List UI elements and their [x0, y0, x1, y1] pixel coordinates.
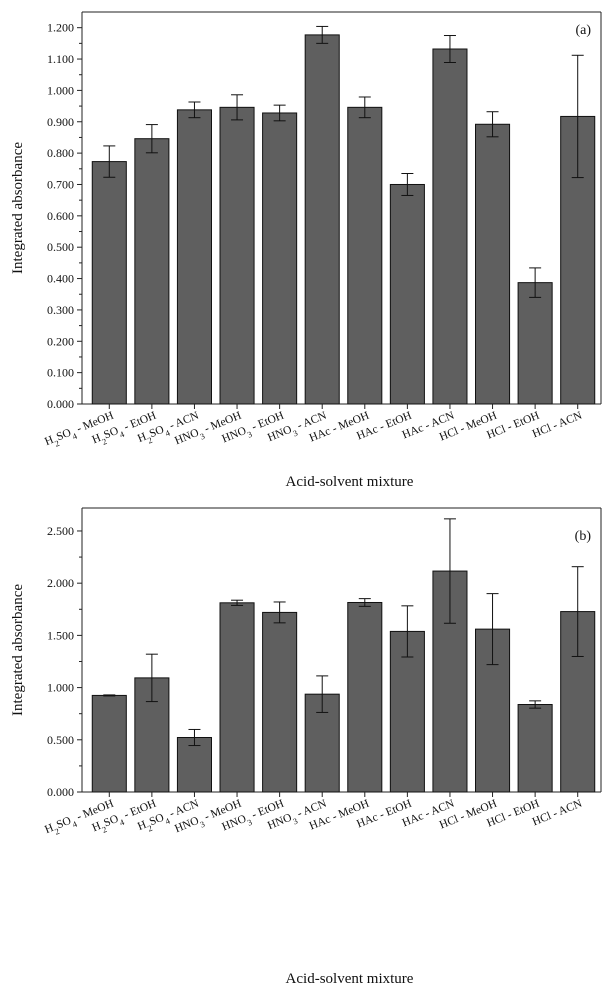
- bar: [176, 109, 212, 405]
- y-tick-label: 1.000: [47, 83, 74, 97]
- bar: [219, 106, 255, 405]
- y-tick-label: 1.500: [47, 628, 74, 642]
- y-tick-label: 0.800: [47, 146, 74, 160]
- y-tick-label: 1.100: [47, 52, 74, 66]
- x-axis-title: Acid-solvent mixture: [286, 474, 414, 490]
- y-tick-label: 2.500: [47, 524, 74, 538]
- bar: [134, 138, 170, 405]
- y-tick-label: 0.600: [47, 209, 74, 223]
- x-tick-label: HCl - ACN: [531, 797, 585, 828]
- bar: [91, 694, 127, 793]
- y-tick-label: 1.000: [47, 681, 74, 695]
- y-tick-label: 0.000: [47, 397, 74, 411]
- bar: [262, 611, 298, 793]
- x-axis-title: Acid-solvent mixture: [286, 971, 414, 987]
- y-tick-label: 0.700: [47, 177, 74, 191]
- y-tick-label: 2.000: [47, 576, 74, 590]
- bar: [262, 112, 298, 405]
- y-tick-label: 0.100: [47, 366, 74, 380]
- y-tick-label: 0.400: [47, 272, 74, 286]
- chart-panel-a: 0.000 0.100 0.200 0.300 0.400 0.500 0.600 0.700…: [10, 11, 602, 490]
- bar: [347, 601, 383, 793]
- bar: [347, 106, 383, 405]
- panel-label: (b): [575, 529, 592, 544]
- x-tick-label: HCl - ACN: [531, 409, 585, 440]
- y-tick-label: 0.000: [47, 785, 74, 799]
- y-axis-title: Integrated absorbance: [10, 142, 26, 274]
- y-tick-label: 1.200: [47, 21, 74, 35]
- y-tick-label: 0.500: [47, 733, 74, 747]
- y-tick-label: 0.300: [47, 303, 74, 317]
- bar: [432, 48, 468, 405]
- bar: [304, 34, 340, 405]
- bar: [475, 123, 511, 405]
- y-axis-title: Integrated absorbance: [10, 584, 26, 716]
- bar: [389, 630, 425, 793]
- y-tick-label: 0.500: [47, 240, 74, 254]
- bar: [91, 161, 127, 405]
- bar: [517, 704, 553, 793]
- bar: [389, 183, 425, 405]
- bar: [219, 602, 255, 793]
- panel-label: (a): [575, 23, 591, 38]
- y-tick-label: 0.200: [47, 334, 74, 348]
- y-tick-label: 0.900: [47, 115, 74, 129]
- bar: [517, 282, 553, 405]
